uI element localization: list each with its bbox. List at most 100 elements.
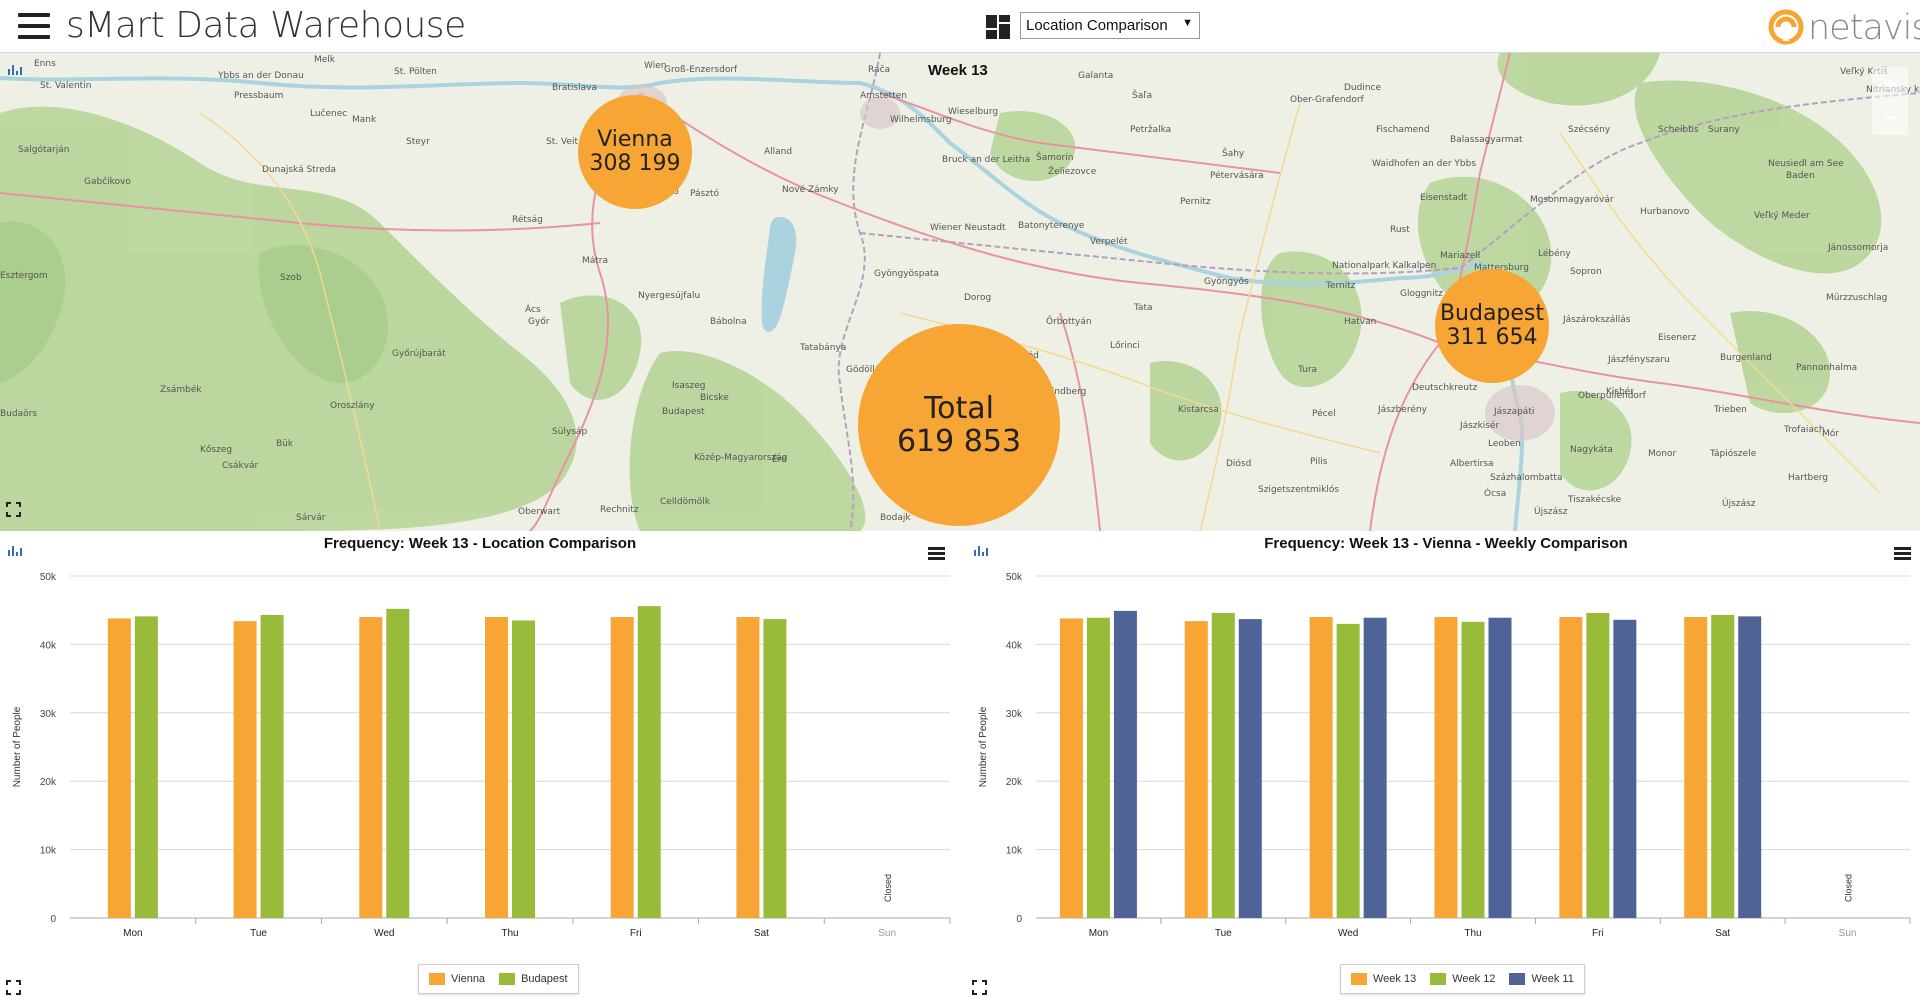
- left-chart-menu-icon[interactable]: [928, 547, 945, 560]
- legend-label: Week 13: [1373, 973, 1417, 985]
- hamburger-menu-icon[interactable]: [18, 13, 50, 39]
- dashboard-grid-icon[interactable]: [986, 15, 1010, 39]
- place-label: Jászberény: [1378, 405, 1427, 415]
- place-label: Isaszeg: [672, 381, 706, 391]
- place-label: Wilhelmsburg: [890, 115, 952, 125]
- place-label: Mattersburg: [1474, 263, 1529, 273]
- left-chart-type-icon[interactable]: [8, 544, 24, 556]
- bar: [1309, 617, 1333, 918]
- legend-item[interactable]: Week 11: [1509, 973, 1574, 985]
- place-label: St. Valentin: [40, 81, 92, 91]
- bubble-total[interactable]: Total 619 853: [858, 324, 1060, 526]
- bar: [610, 617, 634, 918]
- x-tick-label: Wed: [374, 928, 394, 939]
- place-label: Bicske: [700, 393, 729, 403]
- place-label: Bratislava: [552, 83, 597, 93]
- bubble-budapest[interactable]: Budapest 311 654: [1435, 269, 1549, 383]
- place-label: Wieselburg: [948, 107, 999, 117]
- place-label: Bük: [276, 439, 294, 449]
- x-tick-label: Tue: [250, 928, 267, 939]
- x-tick-label: Tue: [1215, 928, 1232, 939]
- place-label: Zsámbék: [160, 385, 202, 395]
- place-label: Lébény: [1538, 249, 1571, 259]
- chart-type-icon[interactable]: [8, 63, 24, 75]
- place-label: Tura: [1298, 365, 1318, 375]
- place-label: Šamorín: [1036, 153, 1074, 163]
- place-label: Amstetten: [860, 91, 907, 101]
- place-label: Sopron: [1570, 267, 1602, 277]
- place-label: St. Pölten: [394, 67, 437, 77]
- place-label: Diósd: [1226, 459, 1252, 469]
- bar: [1086, 617, 1110, 918]
- place-label: Szob: [280, 273, 302, 283]
- place-label: Csákvár: [222, 461, 259, 471]
- place-label: Lučenec: [310, 109, 348, 119]
- place-label: Pernitz: [1180, 197, 1211, 207]
- place-label: Veľký Krtíš: [1840, 67, 1888, 77]
- place-label: Pétervására: [1210, 171, 1264, 181]
- right-chart-title: Frequency: Week 13 - Vienna - Weekly Com…: [1264, 535, 1628, 552]
- place-label: Trieben: [1714, 405, 1747, 415]
- y-tick-label: 40k: [40, 640, 57, 651]
- place-label: Nové Zámky: [782, 185, 839, 195]
- place-label: Ócsa: [1484, 489, 1507, 499]
- place-label: Ternitz: [1326, 281, 1356, 291]
- place-label: Mank: [352, 115, 377, 125]
- view-select-dropdown[interactable]: Location Comparison ▼: [1020, 12, 1200, 39]
- closed-label: Closed: [1844, 874, 1854, 902]
- y-tick-label: 50k: [1006, 572, 1023, 583]
- right-chart-fullscreen-icon[interactable]: [972, 980, 987, 995]
- place-label: Balassagyarmat: [1450, 135, 1523, 145]
- place-label: Lőrinci: [1110, 341, 1140, 351]
- legend-item[interactable]: Vienna: [429, 973, 485, 985]
- place-label: Dorog: [964, 293, 992, 303]
- top-header: sMart Data Warehouse Location Comparison…: [0, 0, 1920, 53]
- place-label: Galanta: [1078, 71, 1114, 81]
- map-fullscreen-icon[interactable]: [6, 502, 21, 517]
- bar: [233, 621, 257, 918]
- zoom-in-button[interactable]: +: [1883, 71, 1897, 96]
- place-label: Kindberg: [1046, 387, 1087, 397]
- legend-item[interactable]: Week 12: [1430, 973, 1495, 985]
- right-chart-menu-icon[interactable]: [1894, 547, 1911, 560]
- bubble-vienna[interactable]: Vienna 308 199: [578, 95, 692, 209]
- y-tick-label: 30k: [40, 709, 57, 720]
- place-label: Steyr: [406, 137, 430, 147]
- legend-item[interactable]: Week 13: [1351, 973, 1416, 985]
- legend-swatch: [1509, 973, 1526, 985]
- place-label: Dudince: [1344, 83, 1382, 93]
- place-label: Tiszakécske: [1568, 495, 1622, 505]
- place-label: Nationalpark Kalkalpen: [1332, 261, 1437, 271]
- place-label: Sülysáp: [552, 427, 588, 437]
- place-label: Kisbér: [1606, 387, 1635, 397]
- right-chart-type-icon[interactable]: [974, 544, 990, 556]
- map-panel[interactable]: Week 13 Enns Melk St. Pölten Wien Groß-Enzer…: [0, 53, 1920, 531]
- place-label: Bruck an der Leitha: [942, 155, 1031, 165]
- place-label: Érd: [772, 455, 787, 465]
- place-label: Tata: [1134, 303, 1153, 313]
- y-axis-label: Number of People: [12, 706, 23, 787]
- left-chart-title: Frequency: Week 13 - Location Comparison: [323, 535, 637, 552]
- place-label: Hartberg: [1788, 473, 1829, 483]
- place-label: Leoben: [1488, 439, 1521, 449]
- place-label: Sárvár: [296, 513, 326, 523]
- bar: [359, 617, 383, 918]
- bar: [512, 620, 535, 918]
- bar: [1461, 621, 1485, 918]
- place-label: Gabčíkovo: [84, 177, 131, 187]
- place-label: Oberpullendorf: [1578, 391, 1646, 401]
- y-tick-label: 40k: [1006, 640, 1023, 651]
- left-chart-fullscreen-icon[interactable]: [6, 980, 21, 995]
- place-label: Jászfényszaru: [1608, 355, 1670, 365]
- bar: [1738, 616, 1762, 918]
- place-label: Batonyterenye: [1018, 221, 1085, 231]
- bar: [107, 618, 131, 918]
- legend-item[interactable]: Budapest: [499, 973, 568, 985]
- place-label: Pressbaum: [234, 91, 284, 101]
- place-label: Scheibbs: [1658, 125, 1699, 135]
- x-tick-label: Sun: [878, 928, 896, 939]
- legend-swatch: [429, 973, 445, 985]
- zoom-out-button[interactable]: −: [1883, 105, 1897, 130]
- y-tick-label: 20k: [1006, 777, 1023, 788]
- y-axis-label: Number of People: [978, 706, 989, 787]
